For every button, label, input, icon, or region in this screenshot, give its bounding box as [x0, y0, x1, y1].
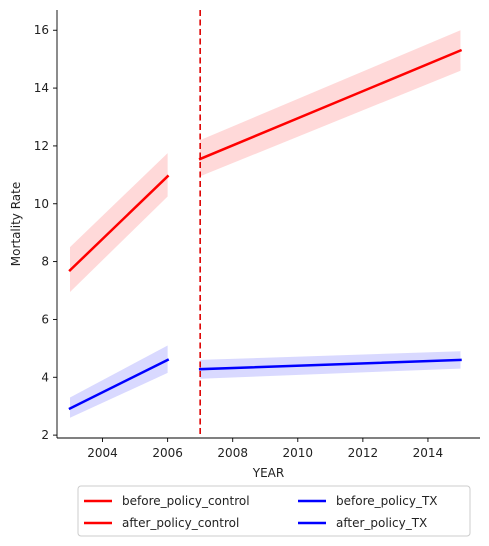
legend-label-after_policy_control: after_policy_control [122, 516, 239, 530]
legend: before_policy_control after_policy_contro… [77, 485, 471, 537]
legend-frame [77, 485, 471, 537]
y-tick-label-16: 16 [34, 23, 49, 37]
band-after_policy_control [200, 30, 461, 177]
legend-label-after_policy_TX: after_policy_TX [336, 516, 427, 530]
x-tick-label-2014: 2014 [413, 446, 444, 460]
regression-lines [68, 48, 463, 411]
line-after_policy_TX [198, 358, 462, 371]
y-axis-label: Mortality Rate [9, 182, 23, 267]
band-before_policy_TX [70, 345, 168, 418]
y-tick-label-12: 12 [34, 139, 49, 153]
x-tick-label-2004: 2004 [87, 446, 118, 460]
y-ticks: 2 4 6 8 10 12 14 16 [34, 23, 57, 442]
axes [56, 10, 480, 439]
x-tick-label-2012: 2012 [348, 446, 379, 460]
legend-label-before_policy_TX: before_policy_TX [336, 494, 438, 508]
y-tick-label-8: 8 [41, 255, 49, 269]
line-before_policy_control [68, 174, 170, 273]
y-tick-label-4: 4 [41, 370, 49, 384]
y-tick-label-2: 2 [41, 428, 49, 442]
x-tick-label-2008: 2008 [217, 446, 248, 460]
line-before_policy_TX [68, 358, 170, 411]
x-axis-label: YEAR [252, 466, 284, 480]
legend-label-before_policy_control: before_policy_control [122, 494, 250, 508]
x-ticks: 2004 2006 2008 2010 2012 2014 [87, 438, 443, 460]
y-tick-label-14: 14 [34, 81, 49, 95]
y-tick-label-6: 6 [41, 312, 49, 326]
x-tick-label-2010: 2010 [283, 446, 314, 460]
y-tick-label-10: 10 [34, 197, 49, 211]
x-tick-label-2006: 2006 [152, 446, 183, 460]
line-after_policy_control [198, 48, 463, 161]
